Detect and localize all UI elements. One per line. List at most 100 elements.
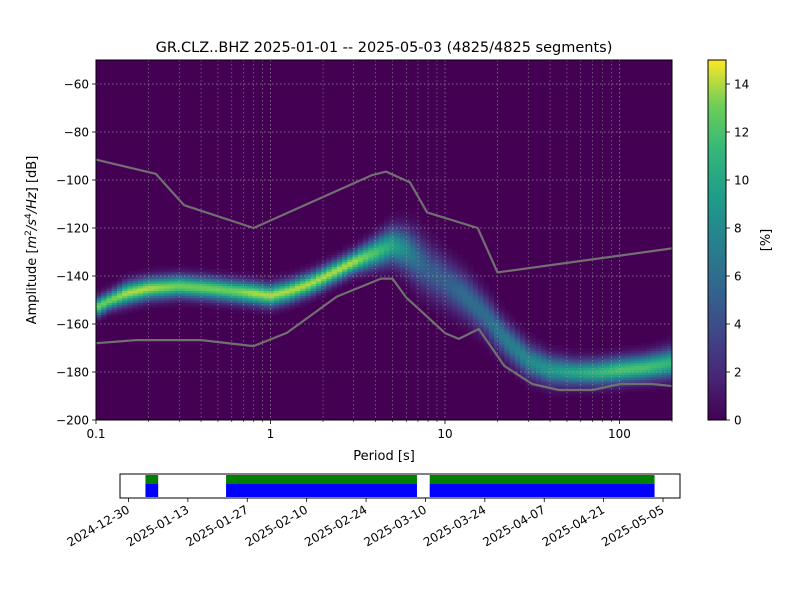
heatmap-cell <box>399 230 406 234</box>
heatmap-cell <box>132 295 139 299</box>
heatmap-cell <box>499 304 506 308</box>
heatmap-cell <box>504 360 511 363</box>
heatmap-cell <box>179 297 186 301</box>
heatmap-cell <box>378 220 385 224</box>
heatmap-cell <box>263 292 270 296</box>
heatmap-cell <box>106 297 113 301</box>
heatmap-cell <box>284 271 291 275</box>
heatmap-cell <box>546 362 553 366</box>
heatmap-cell <box>268 304 275 308</box>
heatmap-cell <box>399 266 406 270</box>
heatmap-cell <box>347 273 354 277</box>
heatmap-cell <box>268 297 275 301</box>
heatmap-cell <box>551 355 558 359</box>
heatmap-cell <box>394 264 401 267</box>
data-availability-bars <box>145 475 655 497</box>
heatmap-cell <box>504 314 511 318</box>
heatmap-cell <box>457 273 464 277</box>
heatmap-cell <box>96 292 102 296</box>
heatmap-cell <box>169 268 176 272</box>
heatmap-cell <box>158 283 165 287</box>
heatmap-cell <box>520 360 526 363</box>
heatmap-cell <box>190 288 197 291</box>
heatmap-cell <box>452 280 458 284</box>
heatmap-cell <box>457 309 464 313</box>
heatmap-cell <box>331 290 338 294</box>
heatmap-cell <box>169 273 176 277</box>
heatmap-cell <box>378 254 385 258</box>
heatmap-cell <box>263 290 270 294</box>
heatmap-cell <box>384 249 390 253</box>
heatmap-cell <box>598 360 605 363</box>
heatmap-cell <box>179 271 186 275</box>
heatmap-cell <box>546 360 553 363</box>
heatmap-cell <box>441 304 448 308</box>
heatmap-cell <box>436 307 443 311</box>
heatmap-cell <box>473 278 479 282</box>
heatmap-cell <box>614 391 621 395</box>
heatmap-cell <box>661 355 668 359</box>
heatmap-cell <box>148 288 155 291</box>
heatmap-cell <box>357 268 364 272</box>
heatmap-cell <box>148 292 155 296</box>
heatmap-cell <box>483 295 490 299</box>
heatmap-cell <box>567 372 574 375</box>
heatmap-cell <box>562 381 568 385</box>
heatmap-cell <box>499 324 506 327</box>
heatmap-cell <box>116 304 123 308</box>
heatmap-cell <box>603 388 610 392</box>
heatmap-cell <box>467 319 474 323</box>
heatmap-cell <box>457 314 464 318</box>
heatmap-cell <box>446 276 453 279</box>
heatmap-cell <box>546 364 553 368</box>
heatmap-cell <box>446 300 453 303</box>
heatmap-cell <box>462 300 469 303</box>
heatmap-cell <box>666 376 672 380</box>
heatmap-cell <box>373 259 380 263</box>
heatmap-cell <box>572 355 579 359</box>
heatmap-cell <box>473 324 479 327</box>
heatmap-cell <box>483 304 490 308</box>
heatmap-cell <box>415 240 422 243</box>
heatmap-cell <box>499 348 506 351</box>
heatmap-cell <box>588 369 595 373</box>
heatmap-cell <box>404 264 411 267</box>
heatmap-cell <box>609 355 615 359</box>
heatmap-cell <box>619 362 626 366</box>
heatmap-cell <box>111 302 118 306</box>
heatmap-cell <box>342 247 348 251</box>
heatmap-cell <box>640 372 647 375</box>
heatmap-cell <box>164 295 170 299</box>
heatmap-cell <box>200 304 207 308</box>
heatmap-cell <box>394 259 401 263</box>
heatmap-cell <box>169 292 176 296</box>
heatmap-cell <box>441 273 448 277</box>
heatmap-cell <box>415 280 422 284</box>
heatmap-cell <box>363 252 369 255</box>
heatmap-cell <box>619 367 626 371</box>
heatmap-cell <box>603 357 610 361</box>
heatmap-cell <box>310 297 317 301</box>
heatmap-cell <box>499 357 506 361</box>
heatmap-cell <box>368 259 375 263</box>
heatmap-cell <box>431 242 437 246</box>
heatmap-cell <box>164 292 170 296</box>
heatmap-cell <box>666 348 672 351</box>
heatmap-cell <box>609 348 615 351</box>
heatmap-cell <box>535 360 542 363</box>
heatmap-cell <box>321 292 327 296</box>
heatmap-cell <box>446 316 453 320</box>
heatmap-cell <box>232 292 238 296</box>
heatmap-cell <box>478 300 485 303</box>
heatmap-cell <box>232 278 238 282</box>
heatmap-cell <box>116 292 123 296</box>
heatmap-cell <box>562 348 568 351</box>
heatmap-cell <box>520 367 526 371</box>
heatmap-cell <box>415 256 422 260</box>
heatmap-cell <box>216 300 223 303</box>
heatmap-cell <box>164 304 170 308</box>
timeline-tick-label: 2025-01-13 <box>124 502 191 549</box>
heatmap-cell <box>640 360 647 363</box>
heatmap-cell <box>185 273 191 277</box>
heatmap-cell <box>310 264 317 267</box>
